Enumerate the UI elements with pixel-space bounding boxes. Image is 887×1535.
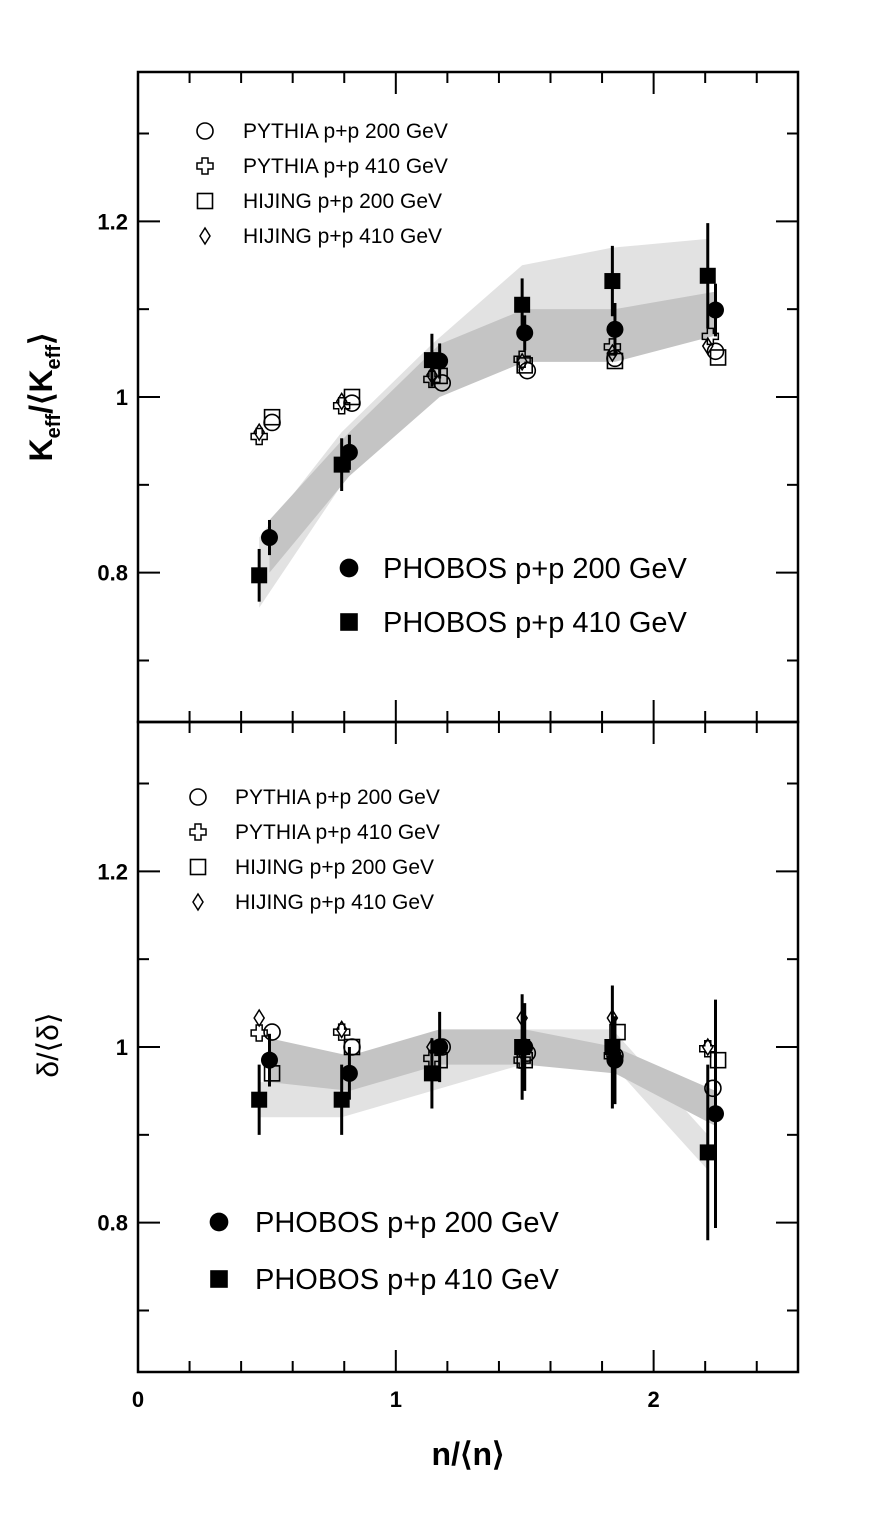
point-hijing-p-p-410-gev — [253, 1008, 266, 1028]
point-phobos-p-p-200-gev — [260, 1051, 278, 1069]
point-hijing-p-p-410-gev — [606, 343, 619, 363]
legend-marker-hijing-p-p-410-gev — [199, 226, 211, 246]
legend-label: HIJING p+p 200 GeV — [235, 856, 434, 879]
point-pythia-p-p-200-gev — [704, 1079, 722, 1098]
legend-marker-phobos-p-p-410-gev — [340, 613, 358, 631]
point-pythia-p-p-410-gev — [513, 350, 531, 368]
point-phobos-p-p-410-gev — [333, 1091, 350, 1108]
x-tick-label: 1 — [390, 1387, 402, 1412]
point-pythia-p-p-410-gev — [423, 370, 441, 389]
x-axis-title: n/⟨n⟩ — [432, 1436, 505, 1472]
y-axis-title-bottom: δ/⟨δ⟩ — [32, 1012, 65, 1077]
point-phobos-p-p-410-gev — [251, 1091, 268, 1108]
point-phobos-p-p-410-gev — [604, 1039, 621, 1055]
y-tick-label: 1.2 — [97, 859, 128, 884]
point-phobos-p-p-200-gev — [707, 1105, 724, 1123]
point-hijing-p-p-200-gev — [606, 352, 624, 370]
point-pythia-p-p-200-gev — [343, 1038, 361, 1056]
point-pythia-p-p-410-gev — [701, 327, 720, 346]
y-axis-titles: Keff/⟨Keff⟩ δ/⟨δ⟩ — [23, 333, 65, 1078]
legend-label: PHOBOS p+p 410 GeV — [255, 1264, 560, 1296]
point-phobos-p-p-410-gev — [423, 1065, 440, 1082]
point-phobos-p-p-200-gev — [431, 1038, 449, 1056]
legend-label: HIJING p+p 200 GeV — [243, 190, 442, 213]
legend-marker-phobos-p-p-200-gev — [339, 558, 359, 578]
legend-label: HIJING p+p 410 GeV — [235, 891, 434, 914]
point-hijing-p-p-200-gev — [709, 1051, 727, 1069]
point-pythia-p-p-410-gev — [250, 1024, 268, 1042]
legend-label: PYTHIA p+p 200 GeV — [243, 120, 448, 143]
point-phobos-p-p-200-gev — [516, 1038, 534, 1056]
point-pythia-p-p-200-gev — [263, 413, 281, 432]
point-phobos-p-p-410-gev — [514, 296, 531, 313]
point-hijing-p-p-200-gev — [343, 1038, 361, 1056]
point-phobos-p-p-200-gev — [606, 320, 624, 338]
x-axis: 0 1 2 n/⟨n⟩ — [132, 1387, 660, 1472]
point-hijing-p-p-410-gev — [606, 1008, 619, 1028]
point-phobos-p-p-200-gev — [260, 529, 278, 547]
legend-label: PHOBOS p+p 200 GeV — [383, 553, 688, 585]
point-hijing-p-p-410-gev — [426, 365, 438, 385]
legend-marker-hijing-p-p-410-gev — [192, 892, 204, 912]
legend-label: HIJING p+p 410 GeV — [243, 225, 442, 248]
x-tick-label: 2 — [648, 1387, 660, 1412]
point-phobos-p-p-410-gev — [333, 456, 350, 473]
panel-top: 0.8 1 1.2 PYTHIA p+p 200 GeV PYTHIA p+p 410 … — [97, 70, 800, 724]
legend-label: PHOBOS p+p 200 GeV — [255, 1207, 560, 1239]
point-hijing-p-p-200-gev — [263, 408, 281, 426]
legend-label: PHOBOS p+p 410 GeV — [383, 607, 688, 639]
point-phobos-p-p-200-gev — [606, 1051, 624, 1069]
legend-label: PYTHIA p+p 410 GeV — [235, 821, 440, 844]
legend-marker-pythia-p-p-200-gev — [196, 122, 214, 140]
legend-marker-pythia-p-p-410-gev — [189, 823, 207, 841]
panel-bottom: 0.8 1 1.2 PYTHIA p+p 200 GeV PYTHIA p+p 410 … — [97, 720, 800, 1374]
legend-label: PYTHIA p+p 200 GeV — [235, 786, 440, 809]
y-tick-label: 0.8 — [97, 1211, 128, 1236]
y-axis-title-top: Keff/⟨Keff⟩ — [23, 333, 65, 462]
y-tick-label: 1 — [116, 385, 128, 410]
legend-marker-phobos-p-p-410-gev — [210, 1270, 228, 1288]
legend-marker-phobos-p-p-200-gev — [209, 1212, 229, 1232]
point-phobos-p-p-200-gev — [340, 443, 358, 461]
point-pythia-p-p-200-gev — [706, 342, 725, 361]
point-phobos-p-p-410-gev — [699, 267, 716, 284]
point-hijing-p-p-410-gev — [701, 336, 714, 356]
point-phobos-p-p-410-gev — [604, 273, 621, 290]
point-phobos-p-p-200-gev — [431, 352, 449, 370]
y-tick-label: 1 — [116, 1035, 128, 1060]
point-phobos-p-p-410-gev — [251, 567, 268, 584]
point-pythia-p-p-410-gev — [332, 397, 351, 415]
point-phobos-p-p-410-gev — [699, 1144, 716, 1161]
legend-marker-hijing-p-p-200-gev — [189, 858, 207, 876]
point-phobos-p-p-200-gev — [516, 324, 534, 342]
x-tick-label: 0 — [132, 1387, 144, 1412]
y-tick-label: 0.8 — [97, 561, 128, 586]
point-hijing-p-p-410-gev — [701, 1037, 714, 1057]
legend-marker-pythia-p-p-410-gev — [196, 157, 214, 175]
point-hijing-p-p-410-gev — [516, 1008, 529, 1028]
legend-marker-hijing-p-p-200-gev — [196, 192, 214, 210]
point-pythia-p-p-200-gev — [263, 1023, 281, 1041]
point-pythia-p-p-410-gev — [250, 427, 268, 446]
point-hijing-p-p-410-gev — [335, 391, 348, 411]
point-hijing-p-p-410-gev — [335, 1020, 348, 1039]
y-tick-label: 1.2 — [97, 209, 128, 234]
band-phobos-p-p-200-gev — [269, 291, 716, 573]
point-hijing-p-p-200-gev — [709, 349, 727, 366]
legend-label: PYTHIA p+p 410 GeV — [243, 155, 448, 178]
legend-marker-pythia-p-p-200-gev — [189, 788, 207, 806]
point-hijing-p-p-410-gev — [253, 422, 266, 442]
point-phobos-p-p-200-gev — [707, 301, 724, 319]
point-phobos-p-p-200-gev — [340, 1064, 358, 1082]
point-hijing-p-p-410-gev — [516, 352, 529, 372]
